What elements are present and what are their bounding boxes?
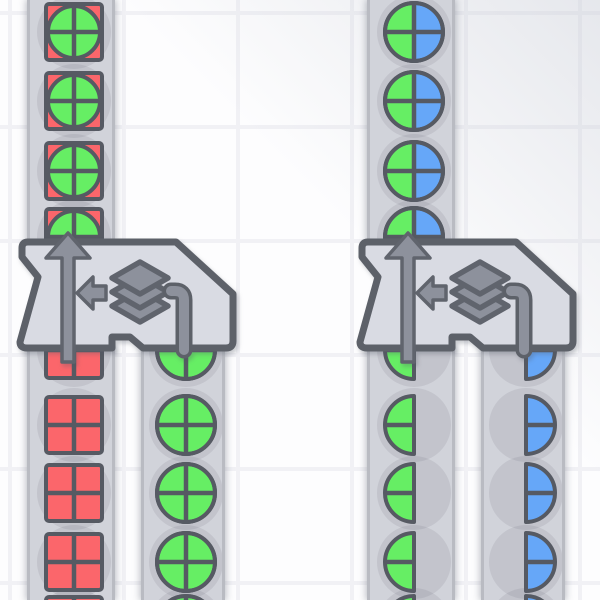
shape-graphic (44, 463, 104, 523)
shape-graphic (383, 394, 416, 456)
shape-item-blue-half-right (489, 525, 562, 599)
shape-item-green-quad-circle (149, 456, 222, 530)
shape-graphic (383, 531, 416, 593)
shape-item-green-quad-circle (149, 525, 222, 599)
shape-graphic (155, 462, 217, 524)
left-arrow-icon (75, 275, 108, 311)
shape-item-red-square-green-circle (37, 200, 111, 242)
shape-graphic (155, 531, 217, 593)
input-pipe-core (506, 286, 529, 355)
left-arrow-icon (415, 275, 448, 311)
shape-graphic (44, 532, 104, 592)
shape-item-green-blue-circle (377, 134, 451, 208)
shape-graphic (383, 70, 445, 132)
stacker-building[interactable] (6, 225, 246, 370)
stack-layers-icon (109, 259, 171, 325)
shape-item-red-square-green-circle (37, 134, 111, 208)
shape-item-green-half-left (377, 525, 451, 599)
shape-graphic (383, 140, 445, 202)
shape-item-green-half-left (377, 388, 451, 462)
shape-graphic (383, 1, 445, 63)
shape-item-green-blue-circle (377, 200, 451, 242)
shape-graphic (44, 141, 104, 201)
stacker-building[interactable] (346, 225, 586, 370)
conveyor-belt-input-left[interactable] (367, 348, 455, 600)
conveyor-belt-output[interactable] (27, 0, 115, 242)
stacker-machine-right[interactable] (356, 0, 578, 600)
shape-graphic (524, 594, 545, 600)
shape-item-green-half-left (386, 588, 442, 600)
shape-item-blue-half-right (498, 588, 554, 600)
shape-item-red-quad-square (37, 388, 111, 462)
stack-layers-icon (449, 259, 511, 325)
shape-graphic (395, 594, 416, 600)
shape-graphic (44, 207, 104, 242)
shape-item-green-half-left (377, 456, 451, 530)
shape-graphic (44, 395, 104, 455)
shape-item-blue-half-right (489, 456, 562, 530)
shape-item-red-quad-square (44, 588, 104, 600)
conveyor-belt-input-left[interactable] (27, 348, 115, 600)
stacker-machine-left[interactable] (16, 0, 238, 600)
shape-graphic (44, 595, 104, 600)
shape-graphic (383, 462, 416, 524)
shape-item-green-blue-circle (377, 64, 451, 138)
shape-item-green-quad-circle (149, 348, 222, 387)
shape-item-red-square-green-circle (37, 64, 111, 138)
conveyor-belt-input-right[interactable] (481, 348, 565, 600)
shape-graphic (524, 394, 557, 456)
conveyor-belt-output[interactable] (367, 0, 455, 242)
shape-graphic (167, 594, 205, 600)
input-pipe-core (166, 286, 189, 355)
conveyor-belt-input-right[interactable] (141, 348, 225, 600)
shape-graphic (44, 2, 104, 62)
up-arrow-icon (44, 231, 92, 364)
shape-item-red-square-green-circle (37, 0, 111, 69)
shape-item-green-blue-circle (377, 0, 451, 69)
shape-item-green-quad-circle (158, 588, 214, 600)
shape-graphic (44, 71, 104, 131)
shape-graphic (524, 462, 557, 524)
shape-item-red-quad-square (37, 525, 111, 599)
shape-item-green-quad-circle (149, 388, 222, 462)
up-arrow-icon (384, 231, 432, 364)
shape-graphic (155, 394, 217, 456)
shape-graphic (524, 531, 557, 593)
shape-item-red-quad-square (37, 456, 111, 530)
shape-item-blue-half-right (489, 388, 562, 462)
